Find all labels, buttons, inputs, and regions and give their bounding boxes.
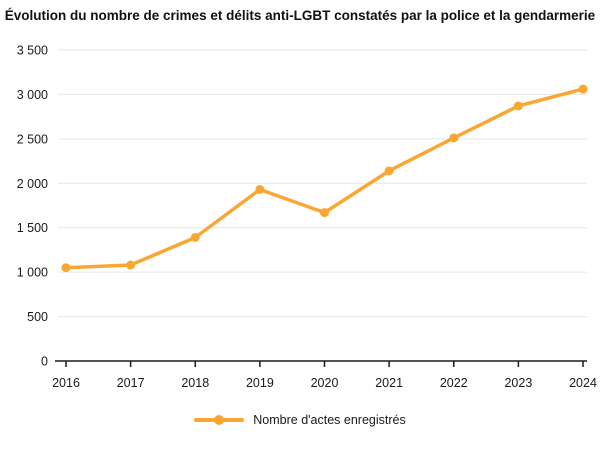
x-axis-tick-label: 2023 — [504, 376, 532, 390]
y-axis-tick-label: 500 — [27, 310, 48, 324]
legend: Nombre d'actes enregistrés — [0, 411, 600, 429]
data-point-marker — [513, 101, 523, 111]
data-point-marker — [61, 263, 71, 273]
data-line — [64, 87, 585, 270]
y-axis-tick-label: 3 500 — [17, 44, 48, 58]
x-axis-tick-label: 2017 — [117, 376, 145, 390]
data-point-marker — [190, 232, 200, 242]
y-axis-tick-label: 0 — [41, 355, 48, 369]
data-point-marker — [255, 185, 265, 195]
x-axis-tick-label: 2018 — [181, 376, 209, 390]
data-point-marker — [578, 84, 588, 94]
x-axis-tick-label: 2016 — [52, 376, 80, 390]
y-axis-tick-label: 2 500 — [17, 132, 48, 146]
legend-line-marker-icon — [194, 415, 245, 425]
y-axis-tick-label: 1 500 — [17, 221, 48, 235]
x-axis-tick-label: 2019 — [246, 376, 274, 390]
y-axis-tick-label: 1 000 — [17, 266, 48, 280]
line-chart-plot: 3 500 3 000 2 500 2 000 1 500 1 000 500 0 2016 20… — [17, 44, 597, 391]
data-point-marker — [449, 133, 459, 143]
x-axis-tick-label: 2022 — [440, 376, 468, 390]
y-axis-tick-label: 2 000 — [17, 177, 48, 191]
data-point-marker — [320, 208, 329, 218]
x-axis-tick-label: 2021 — [375, 376, 403, 390]
x-axis-tick-label: 2020 — [311, 376, 339, 390]
chart-title: Évolution du nombre de crimes et délits … — [4, 8, 596, 23]
y-axis-tick-label: 3 000 — [17, 88, 48, 102]
legend-label: Nombre d'actes enregistrés — [253, 413, 406, 427]
x-axis-tick-label: 2024 — [569, 376, 597, 390]
data-point-marker — [126, 260, 136, 270]
legend-dot-icon — [214, 415, 225, 425]
data-point-marker — [384, 166, 394, 176]
